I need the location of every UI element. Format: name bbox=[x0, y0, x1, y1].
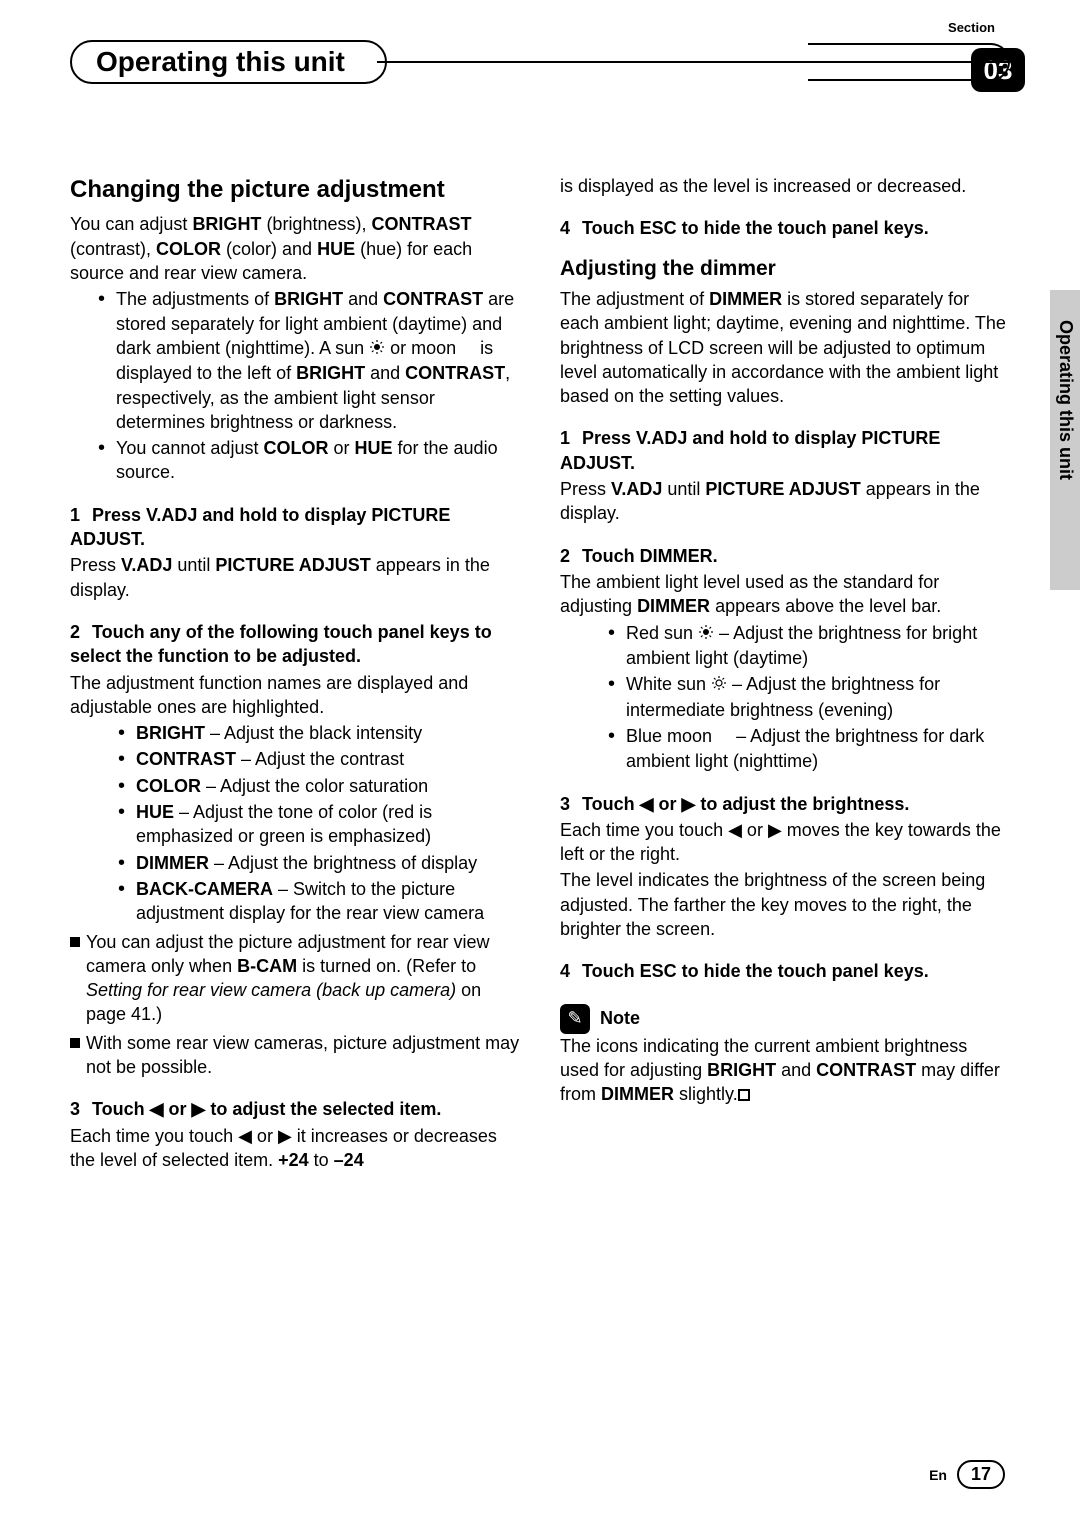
step-2: 2Touch any of the following touch panel … bbox=[70, 620, 520, 669]
section-label: Section bbox=[948, 20, 995, 35]
step-4: 4Touch ESC to hide the touch panel keys. bbox=[560, 216, 1010, 240]
dimmer-list: Red sun – Adjust the brightness for brig… bbox=[560, 621, 1010, 774]
step-2-body: The adjustment function names are displa… bbox=[70, 671, 520, 720]
dimmer-step-2: 2Touch DIMMER. bbox=[560, 544, 1010, 568]
subsection-heading: Adjusting the dimmer bbox=[560, 255, 1010, 283]
list-item: Red sun – Adjust the brightness for brig… bbox=[608, 621, 1010, 671]
dimmer-intro: The adjustment of DIMMER is stored separ… bbox=[560, 287, 1010, 408]
note-row: With some rear view cameras, picture adj… bbox=[70, 1031, 520, 1080]
list-item: BACK-CAMERA – Switch to the picture adju… bbox=[118, 877, 520, 926]
list-item: BRIGHT – Adjust the black intensity bbox=[118, 721, 520, 745]
dimmer-step-1: 1Press V.ADJ and hold to display PICTURE… bbox=[560, 426, 1010, 475]
left-column: Changing the picture adjustment You can … bbox=[70, 174, 520, 1174]
content-columns: Changing the picture adjustment You can … bbox=[70, 174, 1010, 1174]
square-bullet-icon bbox=[70, 1038, 80, 1048]
right-column: is displayed as the level is increased o… bbox=[560, 174, 1010, 1174]
function-list: BRIGHT – Adjust the black intensity CONT… bbox=[70, 721, 520, 925]
footer-page-number: 17 bbox=[957, 1460, 1005, 1489]
step-3: 3Touch ◀ or ▶ to adjust the selected ite… bbox=[70, 1097, 520, 1121]
end-square-icon bbox=[738, 1089, 750, 1101]
dimmer-step-2-body: The ambient light level used as the stan… bbox=[560, 570, 1010, 619]
header-rule bbox=[377, 61, 1010, 63]
square-bullet-icon bbox=[70, 937, 80, 947]
dimmer-step-3-body1: Each time you touch ◀ or ▶ moves the key… bbox=[560, 818, 1010, 867]
step-3-body: Each time you touch ◀ or ▶ it increases … bbox=[70, 1124, 520, 1173]
list-item: You cannot adjust COLOR or HUE for the a… bbox=[98, 436, 520, 485]
continuation-text: is displayed as the level is increased o… bbox=[560, 174, 1010, 198]
moon-icon bbox=[717, 725, 731, 749]
dimmer-step-3-body2: The level indicates the brightness of th… bbox=[560, 868, 1010, 941]
sun-outline-icon bbox=[711, 673, 727, 697]
page-header: Operating this unit bbox=[70, 40, 1010, 84]
list-item: The adjustments of BRIGHT and CONTRAST a… bbox=[98, 287, 520, 434]
list-item: DIMMER – Adjust the brightness of displa… bbox=[118, 851, 520, 875]
note-icon: ✎ bbox=[560, 1004, 590, 1034]
footer-lang: En bbox=[929, 1467, 947, 1483]
section-heading: Changing the picture adjustment bbox=[70, 174, 520, 206]
dimmer-step-1-body: Press V.ADJ until PICTURE ADJUST appears… bbox=[560, 477, 1010, 526]
page-footer: En 17 bbox=[929, 1460, 1005, 1489]
dimmer-step-4: 4Touch ESC to hide the touch panel keys. bbox=[560, 959, 1010, 983]
list-item: COLOR – Adjust the color saturation bbox=[118, 774, 520, 798]
list-item: CONTRAST – Adjust the contrast bbox=[118, 747, 520, 771]
side-tab-text: Operating this unit bbox=[1055, 320, 1076, 480]
list-item: Blue moon – Adjust the brightness for da… bbox=[608, 724, 1010, 774]
step-1: 1Press V.ADJ and hold to display PICTURE… bbox=[70, 503, 520, 552]
list-item: White sun – Adjust the brightness for in… bbox=[608, 672, 1010, 722]
note-box: ✎ Note bbox=[560, 1004, 1010, 1034]
sun-icon bbox=[369, 337, 385, 361]
note-body: The icons indicating the current ambient… bbox=[560, 1034, 1010, 1107]
note-label: Note bbox=[600, 1006, 640, 1030]
moon-icon bbox=[461, 337, 475, 361]
note-row: You can adjust the picture adjustment fo… bbox=[70, 930, 520, 1027]
dimmer-step-3: 3Touch ◀ or ▶ to adjust the brightness. bbox=[560, 792, 1010, 816]
step-1-body: Press V.ADJ until PICTURE ADJUST appears… bbox=[70, 553, 520, 602]
sun-icon bbox=[698, 622, 714, 646]
intro-text: You can adjust BRIGHT (brightness), CONT… bbox=[70, 212, 520, 285]
manual-page: Section 03 Operating this unit Operating… bbox=[0, 0, 1080, 1529]
intro-bullets: The adjustments of BRIGHT and CONTRAST a… bbox=[70, 287, 520, 484]
list-item: HUE – Adjust the tone of color (red is e… bbox=[118, 800, 520, 849]
page-title: Operating this unit bbox=[70, 40, 387, 84]
